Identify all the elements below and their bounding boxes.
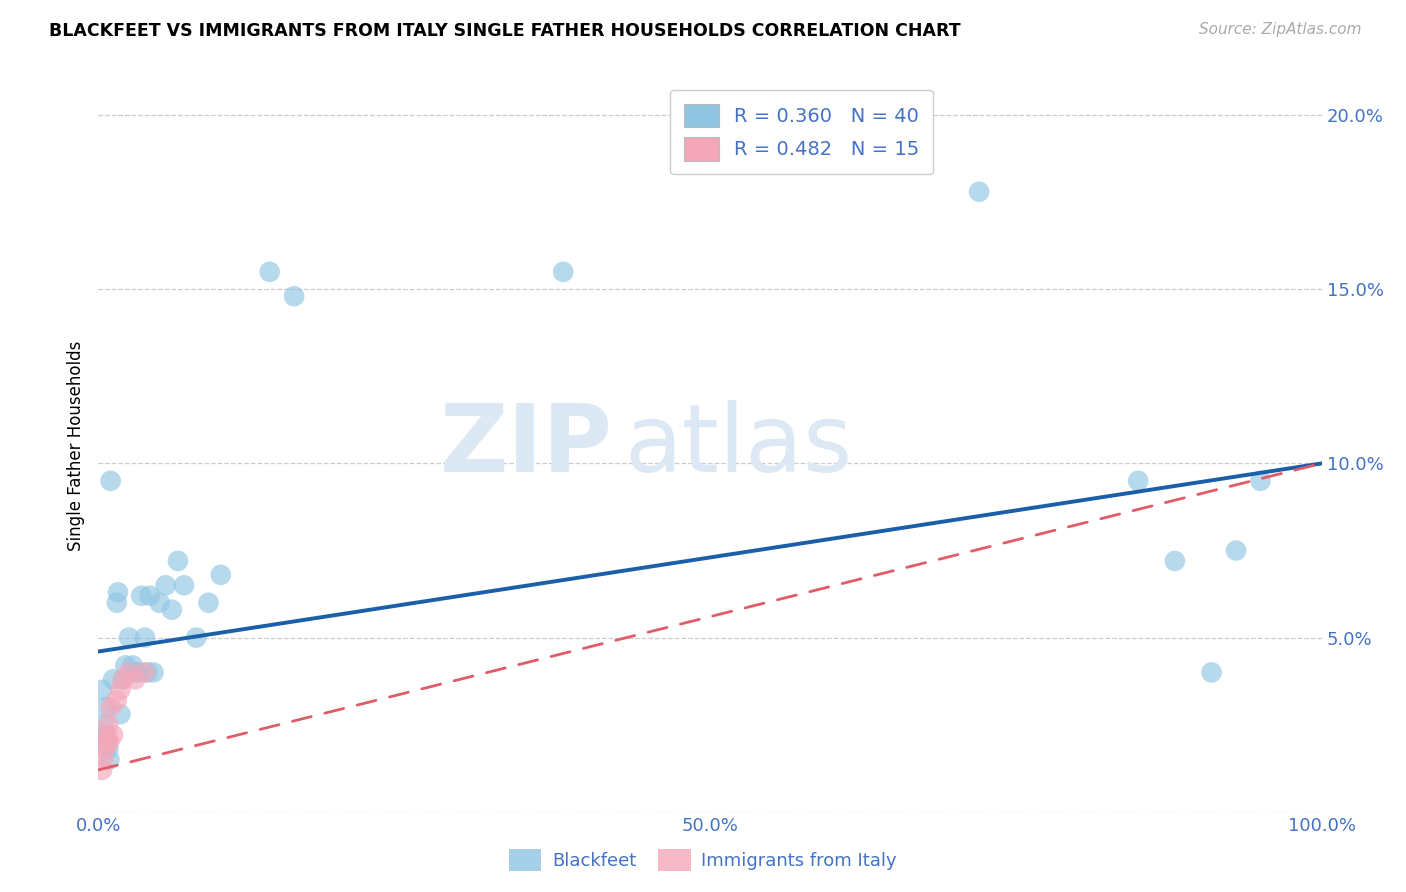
Point: [283, 289, 305, 303]
Point: [98, 735, 121, 749]
Point: [1249, 474, 1271, 488]
Point: [94, 700, 117, 714]
Point: [91, 752, 114, 766]
Point: [96, 728, 118, 742]
Legend: Blackfeet, Immigrants from Italy: Blackfeet, Immigrants from Italy: [502, 842, 904, 879]
Point: [111, 673, 134, 687]
Text: Source: ZipAtlas.com: Source: ZipAtlas.com: [1198, 22, 1361, 37]
Text: ZIP: ZIP: [439, 400, 612, 492]
Point: [136, 665, 159, 680]
Point: [124, 673, 146, 687]
Point: [197, 596, 219, 610]
Point: [118, 631, 141, 645]
Point: [105, 596, 128, 610]
Text: atlas: atlas: [624, 400, 852, 492]
Point: [101, 728, 124, 742]
Point: [93, 728, 115, 742]
Point: [114, 658, 136, 673]
Point: [100, 700, 122, 714]
Point: [96, 735, 118, 749]
Point: [110, 682, 132, 697]
Point: [142, 665, 165, 680]
Point: [1201, 665, 1223, 680]
Point: [155, 578, 177, 592]
Point: [98, 752, 121, 766]
Point: [97, 742, 120, 756]
Point: [110, 707, 132, 722]
Point: [209, 567, 232, 582]
Point: [127, 665, 149, 680]
Point: [160, 603, 183, 617]
Point: [139, 589, 162, 603]
Text: BLACKFEET VS IMMIGRANTS FROM ITALY SINGLE FATHER HOUSEHOLDS CORRELATION CHART: BLACKFEET VS IMMIGRANTS FROM ITALY SINGL…: [49, 22, 960, 40]
Point: [111, 673, 134, 687]
Point: [118, 665, 141, 680]
Point: [553, 265, 575, 279]
Point: [967, 185, 990, 199]
Point: [149, 596, 172, 610]
Point: [94, 735, 117, 749]
Point: [1128, 474, 1150, 488]
Point: [93, 742, 115, 756]
Point: [121, 658, 143, 673]
Point: [91, 717, 114, 731]
Legend: R = 0.360   N = 40, R = 0.482   N = 15: R = 0.360 N = 40, R = 0.482 N = 15: [671, 90, 934, 175]
Point: [186, 631, 208, 645]
Point: [134, 631, 156, 645]
Point: [173, 578, 195, 592]
Point: [91, 682, 114, 697]
Point: [97, 717, 120, 731]
Point: [167, 554, 190, 568]
Point: [1225, 543, 1247, 558]
Point: [105, 693, 128, 707]
Point: [107, 585, 129, 599]
Point: [91, 763, 114, 777]
Point: [101, 673, 124, 687]
Point: [259, 265, 281, 279]
Point: [1164, 554, 1187, 568]
Point: [100, 474, 122, 488]
Y-axis label: Single Father Households: Single Father Households: [66, 341, 84, 551]
Point: [134, 665, 156, 680]
Point: [129, 589, 152, 603]
Point: [124, 665, 146, 680]
